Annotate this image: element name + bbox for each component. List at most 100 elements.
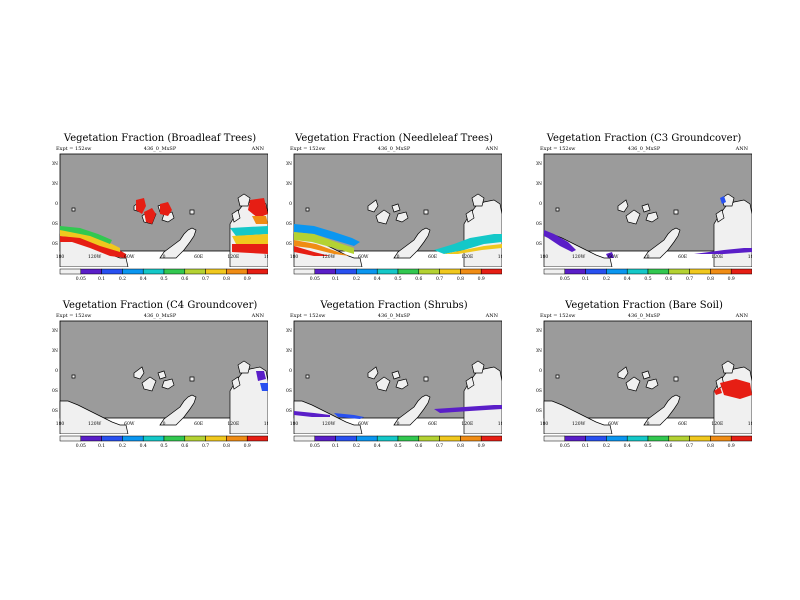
- veg-east-fringe2: [260, 383, 268, 391]
- panel-case-label: 436_0_MxSP: [377, 146, 411, 152]
- colorbar-segment: [293, 268, 316, 275]
- lon-tick-label: 180: [290, 254, 299, 260]
- colorbar-level-label: 0.5: [394, 276, 401, 282]
- colorbar-level-label: 0.7: [436, 276, 443, 282]
- colorbar-segment: [626, 268, 649, 275]
- colorbar-segment: [142, 435, 165, 442]
- lat-tick-label: 60N: [52, 161, 58, 167]
- colorbar-segment: [226, 435, 248, 442]
- lon-tick-label: 120E: [711, 421, 723, 427]
- colorbar-p4: 0.05 0.1 0.2 0.4 0.5 0.6 0.7 0.8 0.9: [59, 435, 268, 449]
- panel-title: Vegetation Fraction (C4 Groundcover): [62, 300, 258, 311]
- lat-tick-label: 30N: [286, 181, 292, 187]
- lon-tick-label: 60W: [358, 254, 369, 260]
- colorbar-level-label: 0.7: [686, 443, 693, 449]
- land-islandD: [161, 378, 175, 390]
- land-islandB: [625, 209, 641, 225]
- veg-desert2: [714, 387, 722, 395]
- lat-tick-label: 0: [289, 368, 292, 374]
- veg-band-se: [434, 234, 502, 254]
- land-islandB: [141, 376, 157, 392]
- colorbar-level-label: 0.6: [415, 443, 422, 449]
- panel-expt-label: Expt = 152sw: [290, 146, 326, 152]
- colorbar-segment: [163, 435, 186, 442]
- colorbar-level-label: 0.9: [728, 276, 735, 282]
- map-p2: 60N 30N 0 30S 60S 180 120W 60W 0 60E 120E 180: [286, 153, 502, 267]
- colorbar-segment: [647, 268, 670, 275]
- colorbar-segment: [356, 268, 378, 275]
- colorbar-segment: [59, 435, 82, 442]
- panel-case-label: 436_0_MxSP: [627, 146, 661, 152]
- veg-east: [248, 198, 268, 218]
- land-islandA: [133, 366, 145, 380]
- colorbar-level-label: 0.2: [603, 443, 610, 449]
- panel-title: Vegetation Fraction (C3 Groundcover): [546, 133, 742, 144]
- colorbar-level-label: 0.9: [244, 276, 251, 282]
- colorbar-segment: [376, 435, 399, 442]
- lon-tick-label: 180: [264, 421, 268, 427]
- land-islandD: [645, 211, 659, 223]
- lon-tick-label: 60E: [194, 421, 203, 427]
- colorbar-segment: [730, 268, 752, 275]
- lon-tick-label: 180: [56, 254, 65, 260]
- colorbar-level-label: 0.1: [582, 276, 589, 282]
- land-coastE2: [231, 376, 241, 390]
- land-islandB: [375, 376, 391, 392]
- lon-tick-label: 120E: [461, 254, 473, 260]
- lon-tick-label: 0: [647, 254, 650, 260]
- panel-season-label: ANN: [485, 146, 498, 152]
- lon-tick-label: 120W: [322, 421, 336, 427]
- panel-p1: Vegetation Fraction (Broadleaf Trees) Exp…: [52, 133, 268, 293]
- map-p1: 60N 30N 0 30S 60S 180 120W 60W 0 60E 120E 180: [52, 153, 268, 267]
- lat-tick-label: 60S: [52, 408, 58, 414]
- panel-p5: Vegetation Fraction (Shrubs) Expt = 152sw…: [286, 300, 502, 460]
- lon-tick-label: 120W: [88, 254, 102, 260]
- land-coastE2: [715, 209, 725, 223]
- map-p3: 60N 30N 0 30S 60S 180 120W 60W 0 60E 120E 180: [536, 153, 752, 267]
- colorbar-segment: [710, 435, 732, 442]
- panel-case-label: 436_0_MxSP: [143, 146, 177, 152]
- panel-case-label: 436_0_MxSP: [627, 313, 661, 319]
- lat-tick-label: 30N: [536, 348, 542, 354]
- lon-tick-label: 60W: [608, 421, 619, 427]
- colorbar-level-label: 0.6: [181, 276, 188, 282]
- map-p6: 60N 30N 0 30S 60S 180 120W 60W 0 60E 120E 180: [536, 320, 752, 434]
- land-coastE2: [465, 376, 475, 390]
- colorbar-p3: 0.05 0.1 0.2 0.4 0.5 0.6 0.7 0.8 0.9: [543, 268, 752, 282]
- colorbar-segment: [543, 435, 566, 442]
- lat-tick-label: 30S: [52, 388, 58, 394]
- colorbar-level-label: 0.7: [202, 443, 209, 449]
- colorbar-p1: 0.05 0.1 0.2 0.4 0.5 0.6 0.7 0.8 0.9: [59, 268, 268, 282]
- lat-tick-label: 30N: [536, 181, 542, 187]
- colorbar-level-label: 0.1: [332, 276, 339, 282]
- panel-expt-label: Expt = 152sw: [56, 146, 92, 152]
- land-islet1: [673, 209, 679, 215]
- lon-tick-label: 120E: [227, 421, 239, 427]
- colorbar-level-label: 0.9: [244, 443, 251, 449]
- lon-tick-label: 180: [748, 254, 752, 260]
- lat-tick-label: 0: [55, 201, 58, 207]
- land-coastE1: [721, 193, 735, 207]
- colorbar-level-label: 0.05: [560, 443, 570, 449]
- veg-fringe-e2: [720, 196, 726, 204]
- colorbar-level-label: 0.05: [76, 443, 86, 449]
- colorbar-segment: [480, 435, 502, 442]
- colorbar-segment: [418, 268, 440, 275]
- colorbar-level-label: 0.4: [140, 276, 147, 282]
- lat-tick-label: 60N: [286, 328, 292, 334]
- veg-band-sw: [294, 224, 360, 246]
- colorbar-level-label: 0.8: [223, 276, 230, 282]
- land-southMid: [643, 394, 681, 426]
- colorbar-segment: [564, 268, 586, 275]
- land-islet2: [71, 374, 76, 379]
- land-islandA: [367, 366, 379, 380]
- colorbar-segment: [246, 268, 268, 275]
- colorbar-segment: [376, 268, 399, 275]
- lon-tick-label: 60W: [124, 254, 135, 260]
- land-coastE2: [465, 209, 475, 223]
- colorbar-segment: [668, 435, 690, 442]
- colorbar-level-label: 0.5: [644, 443, 651, 449]
- lat-tick-label: 0: [539, 201, 542, 207]
- colorbar-segment: [80, 268, 102, 275]
- veg-desert: [720, 379, 752, 399]
